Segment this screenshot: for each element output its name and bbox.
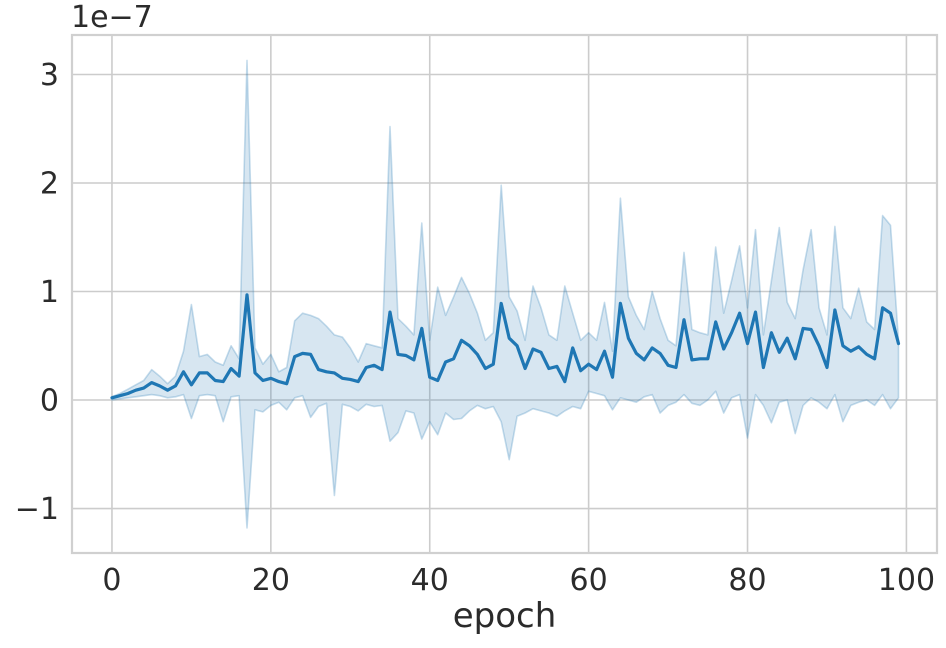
mean-line: [110, 293, 901, 400]
y-tick-label: 0: [40, 384, 59, 419]
x-tick-label: 100: [878, 563, 935, 598]
y-tick-label: 1: [40, 275, 59, 310]
axes-border: [70, 33, 939, 555]
x-axis-label: epoch: [452, 596, 557, 636]
x-tick-label: 0: [102, 563, 121, 598]
x-tick-label: 40: [411, 563, 449, 598]
y-tick-label: 3: [40, 58, 59, 93]
x-tick-label: 60: [570, 563, 608, 598]
y-tick-label: 2: [40, 167, 59, 202]
y-axis-offset-label: 1e−7: [71, 0, 153, 35]
x-tick-label: 80: [728, 563, 766, 598]
x-tick-label: 20: [252, 563, 290, 598]
y-tick-label: −1: [15, 492, 59, 527]
confidence-band: [111, 59, 900, 529]
